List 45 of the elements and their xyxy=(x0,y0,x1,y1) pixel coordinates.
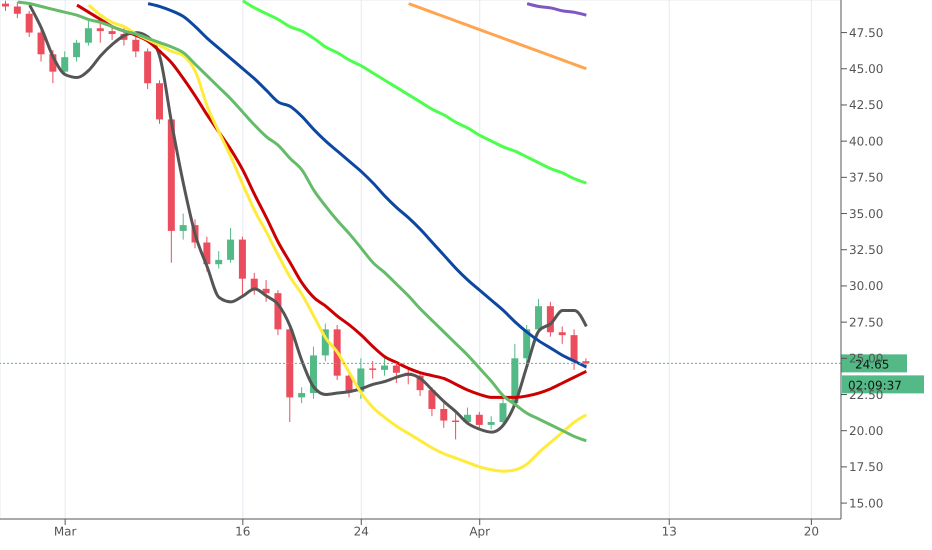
candlestick xyxy=(369,360,376,380)
x-tick-label: Mar xyxy=(54,524,77,539)
candlestick xyxy=(215,250,222,270)
candlestick xyxy=(488,416,495,430)
y-tick-label: 40.00 xyxy=(849,134,884,148)
y-tick-label: 32.50 xyxy=(849,242,884,257)
candlestick xyxy=(38,28,45,62)
candlestick xyxy=(428,386,436,417)
line-series xyxy=(407,2,588,70)
candlestick xyxy=(250,272,258,296)
y-tick-label: 27.50 xyxy=(849,315,884,330)
candlestick xyxy=(582,358,590,369)
candlestick xyxy=(84,20,92,46)
x-tick-label: 16 xyxy=(235,524,250,539)
x-tick-label: 13 xyxy=(662,524,677,539)
candlestick xyxy=(227,228,234,264)
y-tick-label: 17.50 xyxy=(849,460,884,474)
candlestick xyxy=(558,326,566,344)
y-tick-label: 15.00 xyxy=(849,496,884,510)
candlestick xyxy=(14,2,21,19)
x-tick-label: 20 xyxy=(804,524,820,539)
candlestick xyxy=(61,50,68,77)
candlestick xyxy=(73,39,80,62)
y-tick-label: 45.00 xyxy=(849,62,884,76)
x-tick-label: Apr xyxy=(469,524,490,539)
y-tick-label: 35.00 xyxy=(849,206,884,221)
line-series xyxy=(87,4,588,473)
y-tick-label: 20.00 xyxy=(849,424,884,438)
y-tick-label: 30.00 xyxy=(849,279,884,294)
candlestick xyxy=(476,411,483,430)
candlestick xyxy=(452,412,460,440)
y-tick-label: 37.50 xyxy=(849,170,884,185)
x-tick-label: 24 xyxy=(354,524,369,539)
line-series xyxy=(241,0,588,185)
line-series xyxy=(526,2,588,17)
y-tick-label: 47.50 xyxy=(849,26,884,40)
candlestick xyxy=(2,0,9,12)
y-tick-label: 42.50 xyxy=(849,98,884,112)
candlestick xyxy=(132,36,140,58)
line-series xyxy=(146,2,588,368)
candlestick xyxy=(298,386,306,404)
candlestick xyxy=(180,213,187,240)
candlestick xyxy=(440,402,448,428)
candlestick xyxy=(499,398,506,426)
candlestick xyxy=(26,10,33,38)
